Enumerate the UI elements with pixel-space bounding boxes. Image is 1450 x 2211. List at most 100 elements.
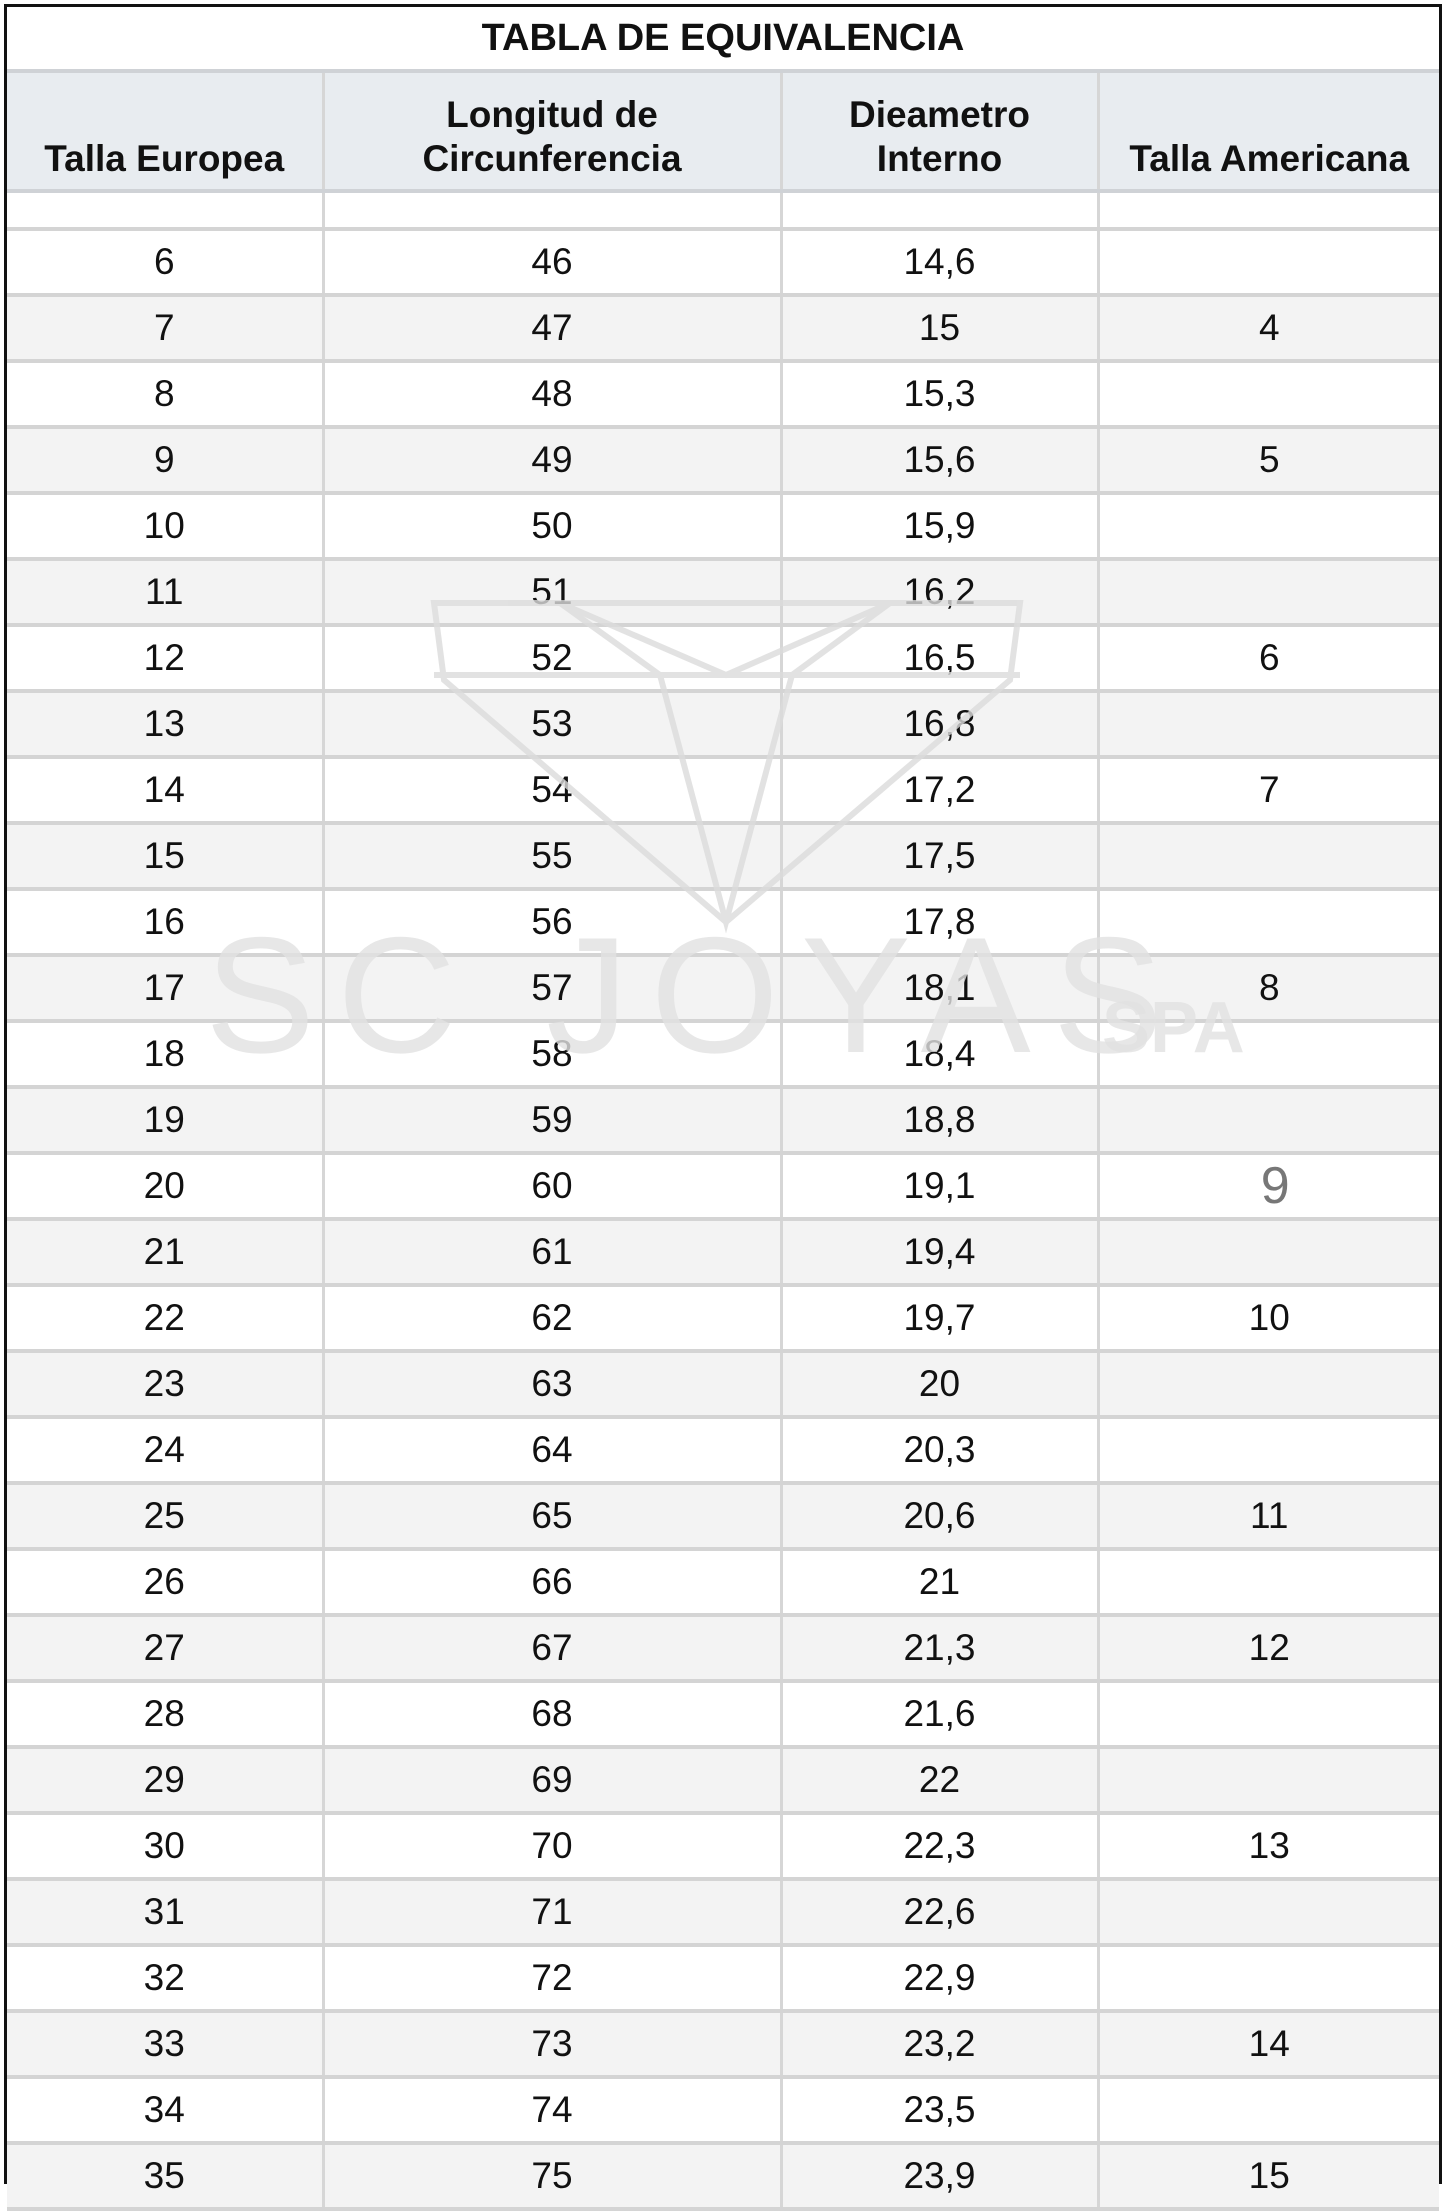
table-cell: 18,1 (779, 955, 1098, 1023)
table-cell: 21,3 (779, 1615, 1098, 1683)
table-cell: 31 (7, 1879, 323, 1947)
table-row: 30 70 22,3 13 (7, 1813, 1439, 1881)
table-cell: 69 (321, 1747, 781, 1815)
table-cell: 30 (7, 1813, 323, 1881)
table-cell: 18,4 (779, 1021, 1098, 1089)
table-row: 8 48 15,3 (7, 361, 1439, 429)
table-cell: 12 (7, 625, 323, 693)
table-cell: 63 (321, 1351, 781, 1419)
table-cell: 23,9 (779, 2143, 1098, 2211)
table-cell: 23,5 (779, 2077, 1098, 2145)
table-row: 18 58 18,4 (7, 1021, 1439, 1089)
table-cell: 68 (321, 1681, 781, 1749)
table-cell: 10 (1096, 1285, 1439, 1353)
table-row: 20 60 19,1 9 (7, 1153, 1439, 1221)
table-cell: 8 (1096, 955, 1439, 1023)
table-row: 24 64 20,3 (7, 1417, 1439, 1485)
table-row: 28 68 21,6 (7, 1681, 1439, 1749)
table-cell: 73 (321, 2011, 781, 2079)
table-cell: 48 (321, 361, 781, 429)
table-cell: 50 (321, 493, 781, 561)
table-cell (1096, 229, 1439, 297)
table-row: 7 47 15 4 (7, 295, 1439, 363)
table-cell (1096, 2077, 1439, 2145)
table-cell: 19,7 (779, 1285, 1098, 1353)
table-cell: 15,3 (779, 361, 1098, 429)
table-cell: 64 (321, 1417, 781, 1485)
table-cell: 22,6 (779, 1879, 1098, 1947)
table-cell: 19,1 (779, 1153, 1098, 1221)
table-cell (1096, 1879, 1439, 1947)
table-cell: 18,8 (779, 1087, 1098, 1155)
table-row: 21 61 19,4 (7, 1219, 1439, 1287)
table-row: 33 73 23,2 14 (7, 2011, 1439, 2079)
table-cell: 27 (7, 1615, 323, 1683)
table-cell: 22,3 (779, 1813, 1098, 1881)
table-cell: 6 (7, 229, 323, 297)
table-cell: 15,9 (779, 493, 1098, 561)
table-cell: 10 (7, 493, 323, 561)
table-row: 17 57 18,1 8 (7, 955, 1439, 1023)
table-cell: 4 (1096, 295, 1439, 363)
table-cell: 7 (7, 295, 323, 363)
table-cell: 34 (7, 2077, 323, 2145)
table-cell: 53 (321, 691, 781, 759)
table-row: 25 65 20,6 11 (7, 1483, 1439, 1551)
table-cell: 9 (1096, 1153, 1439, 1221)
table-cell: 32 (7, 1945, 323, 2013)
table-row: 6 46 14,6 (7, 229, 1439, 297)
table-cell (1096, 559, 1439, 627)
table-cell: 71 (321, 1879, 781, 1947)
table-row: 14 54 17,2 7 (7, 757, 1439, 825)
table-cell: 35 (7, 2143, 323, 2211)
table-row: 23 63 20 (7, 1351, 1439, 1419)
table-cell: 9 (7, 427, 323, 495)
table-row: 9 49 15,6 5 (7, 427, 1439, 495)
table-cell: 15 (779, 295, 1098, 363)
table-cell: 20 (7, 1153, 323, 1221)
table-cell: 15,6 (779, 427, 1098, 495)
table-cell (1096, 1747, 1439, 1815)
table-cell: 11 (7, 559, 323, 627)
table-cell: 16,5 (779, 625, 1098, 693)
column-header: Talla Europea (7, 73, 323, 193)
size-equivalence-table: Talla Europea Longitud de Circunferencia D… (7, 73, 1439, 2211)
table-cell: 57 (321, 955, 781, 1023)
table-cell: 26 (7, 1549, 323, 1617)
table-cell (1096, 1417, 1439, 1485)
table-cell: 62 (321, 1285, 781, 1353)
table-cell: 14,6 (779, 229, 1098, 297)
table-cell (1096, 1087, 1439, 1155)
table-row: 12 52 16,5 6 (7, 625, 1439, 693)
table-row: 26 66 21 (7, 1549, 1439, 1617)
table-cell: 22 (779, 1747, 1098, 1815)
table-row: 10 50 15,9 (7, 493, 1439, 561)
table-row: 35 75 23,9 15 (7, 2143, 1439, 2211)
column-header: Dieametro Interno (779, 73, 1098, 193)
table-cell: 5 (1096, 427, 1439, 495)
table-cell: 56 (321, 889, 781, 957)
table-cell: 22 (7, 1285, 323, 1353)
table-row: 13 53 16,8 (7, 691, 1439, 759)
table-cell: 59 (321, 1087, 781, 1155)
table-cell: 12 (1096, 1615, 1439, 1683)
table-cell: 14 (7, 757, 323, 825)
table-row: 32 72 22,9 (7, 1945, 1439, 2013)
table-cell (1096, 889, 1439, 957)
table-cell: 66 (321, 1549, 781, 1617)
table-cell: 51 (321, 559, 781, 627)
table-cell: 28 (7, 1681, 323, 1749)
table-cell: 21,6 (779, 1681, 1098, 1749)
table-cell (1096, 1549, 1439, 1617)
table-row: 11 51 16,2 (7, 559, 1439, 627)
table-cell (1096, 1021, 1439, 1089)
table-cell: 15 (7, 823, 323, 891)
table-cell (1096, 691, 1439, 759)
table-cell: 19 (7, 1087, 323, 1155)
table-cell: 67 (321, 1615, 781, 1683)
table-row: 15 55 17,5 (7, 823, 1439, 891)
table-cell (1096, 1351, 1439, 1419)
table-cell: 60 (321, 1153, 781, 1221)
table-cell: 16,8 (779, 691, 1098, 759)
table-cell: 13 (7, 691, 323, 759)
